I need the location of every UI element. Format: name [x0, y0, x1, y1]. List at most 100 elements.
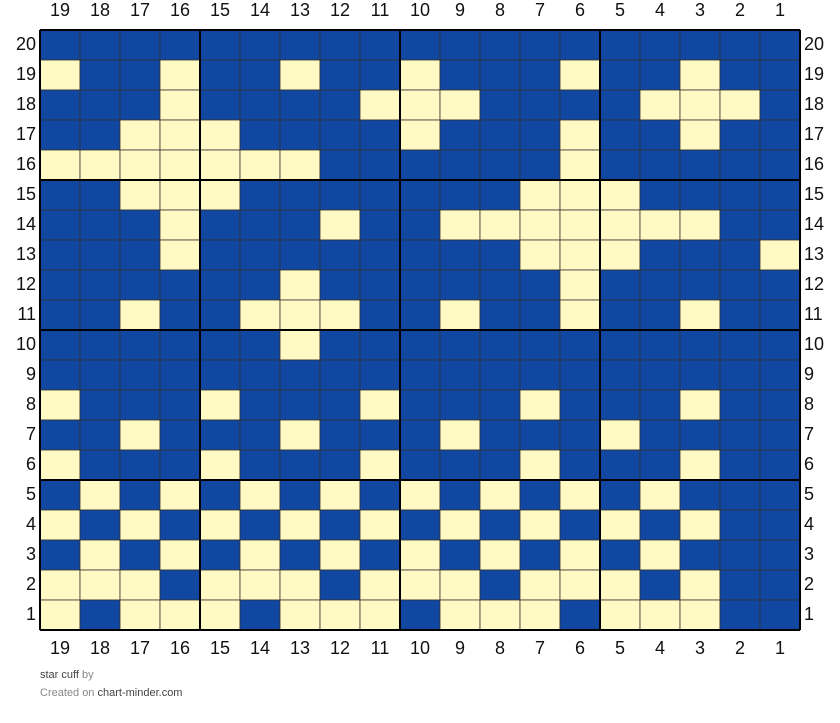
cell — [519, 29, 561, 61]
cell — [599, 299, 641, 331]
column-label: 8 — [495, 0, 505, 20]
cell — [639, 179, 681, 211]
cell — [399, 449, 441, 481]
cell — [79, 359, 121, 391]
row-label: 8 — [804, 394, 814, 414]
cell — [639, 599, 681, 631]
site-text: chart-minder.com — [98, 687, 183, 699]
cell — [39, 119, 81, 151]
cell — [39, 359, 81, 391]
row-label: 6 — [804, 454, 814, 474]
cell — [79, 89, 121, 121]
cell — [399, 479, 441, 511]
cell — [399, 119, 441, 151]
cell — [279, 389, 321, 421]
row-label: 5 — [26, 484, 36, 504]
cell — [359, 329, 401, 361]
cell — [79, 539, 121, 571]
cell — [759, 299, 801, 331]
cell — [239, 29, 281, 61]
cell — [119, 299, 161, 331]
cell — [519, 569, 561, 601]
row-label: 6 — [26, 454, 36, 474]
cell — [439, 479, 481, 511]
cell — [119, 179, 161, 211]
column-label: 4 — [655, 638, 665, 658]
cell — [319, 209, 361, 241]
cell — [359, 239, 401, 271]
row-label: 8 — [26, 394, 36, 414]
cell — [519, 599, 561, 631]
row-label: 2 — [26, 574, 36, 594]
cell — [399, 29, 441, 61]
pattern-title: star cuff — [40, 669, 80, 681]
cell — [719, 539, 761, 571]
cell — [279, 599, 321, 631]
cell — [79, 389, 121, 421]
cell — [559, 569, 601, 601]
row-label: 10 — [804, 334, 824, 354]
cell — [199, 479, 241, 511]
cell — [359, 449, 401, 481]
cell — [199, 29, 241, 61]
row-label: 19 — [16, 64, 36, 84]
row-label: 9 — [26, 364, 36, 384]
cell — [519, 149, 561, 181]
row-label: 7 — [26, 424, 36, 444]
cell — [199, 509, 241, 541]
cell — [39, 29, 81, 61]
cell — [279, 179, 321, 211]
cell — [159, 59, 201, 91]
cell — [439, 599, 481, 631]
cell — [679, 389, 721, 421]
column-label: 10 — [410, 0, 430, 20]
cell — [599, 359, 641, 391]
cell — [119, 479, 161, 511]
column-label: 9 — [455, 0, 465, 20]
cell — [119, 269, 161, 301]
cell — [599, 389, 641, 421]
cell — [279, 59, 321, 91]
cell — [759, 329, 801, 361]
cell — [479, 29, 521, 61]
cell — [719, 509, 761, 541]
cell — [319, 419, 361, 451]
cell — [199, 269, 241, 301]
cell — [759, 539, 801, 571]
cell — [199, 539, 241, 571]
cell — [679, 209, 721, 241]
cell — [359, 389, 401, 421]
cell — [239, 149, 281, 181]
cell — [559, 419, 601, 451]
cell — [519, 509, 561, 541]
cell — [519, 479, 561, 511]
cell — [199, 89, 241, 121]
cell — [519, 89, 561, 121]
cell — [719, 569, 761, 601]
cell — [239, 509, 281, 541]
cell — [39, 59, 81, 91]
cell — [439, 59, 481, 91]
cell — [559, 359, 601, 391]
cell — [719, 449, 761, 481]
cell — [639, 389, 681, 421]
column-label: 17 — [130, 638, 150, 658]
cell — [79, 599, 121, 631]
cell — [559, 599, 601, 631]
cell — [159, 119, 201, 151]
cell — [519, 179, 561, 211]
column-label: 13 — [290, 0, 310, 20]
column-label: 14 — [250, 638, 270, 658]
cell — [679, 89, 721, 121]
cell — [679, 329, 721, 361]
column-label: 6 — [575, 638, 585, 658]
cell — [79, 329, 121, 361]
cell — [639, 239, 681, 271]
cell — [359, 569, 401, 601]
cell — [319, 179, 361, 211]
cell — [479, 119, 521, 151]
cell — [679, 599, 721, 631]
column-label: 8 — [495, 638, 505, 658]
cell — [79, 239, 121, 271]
